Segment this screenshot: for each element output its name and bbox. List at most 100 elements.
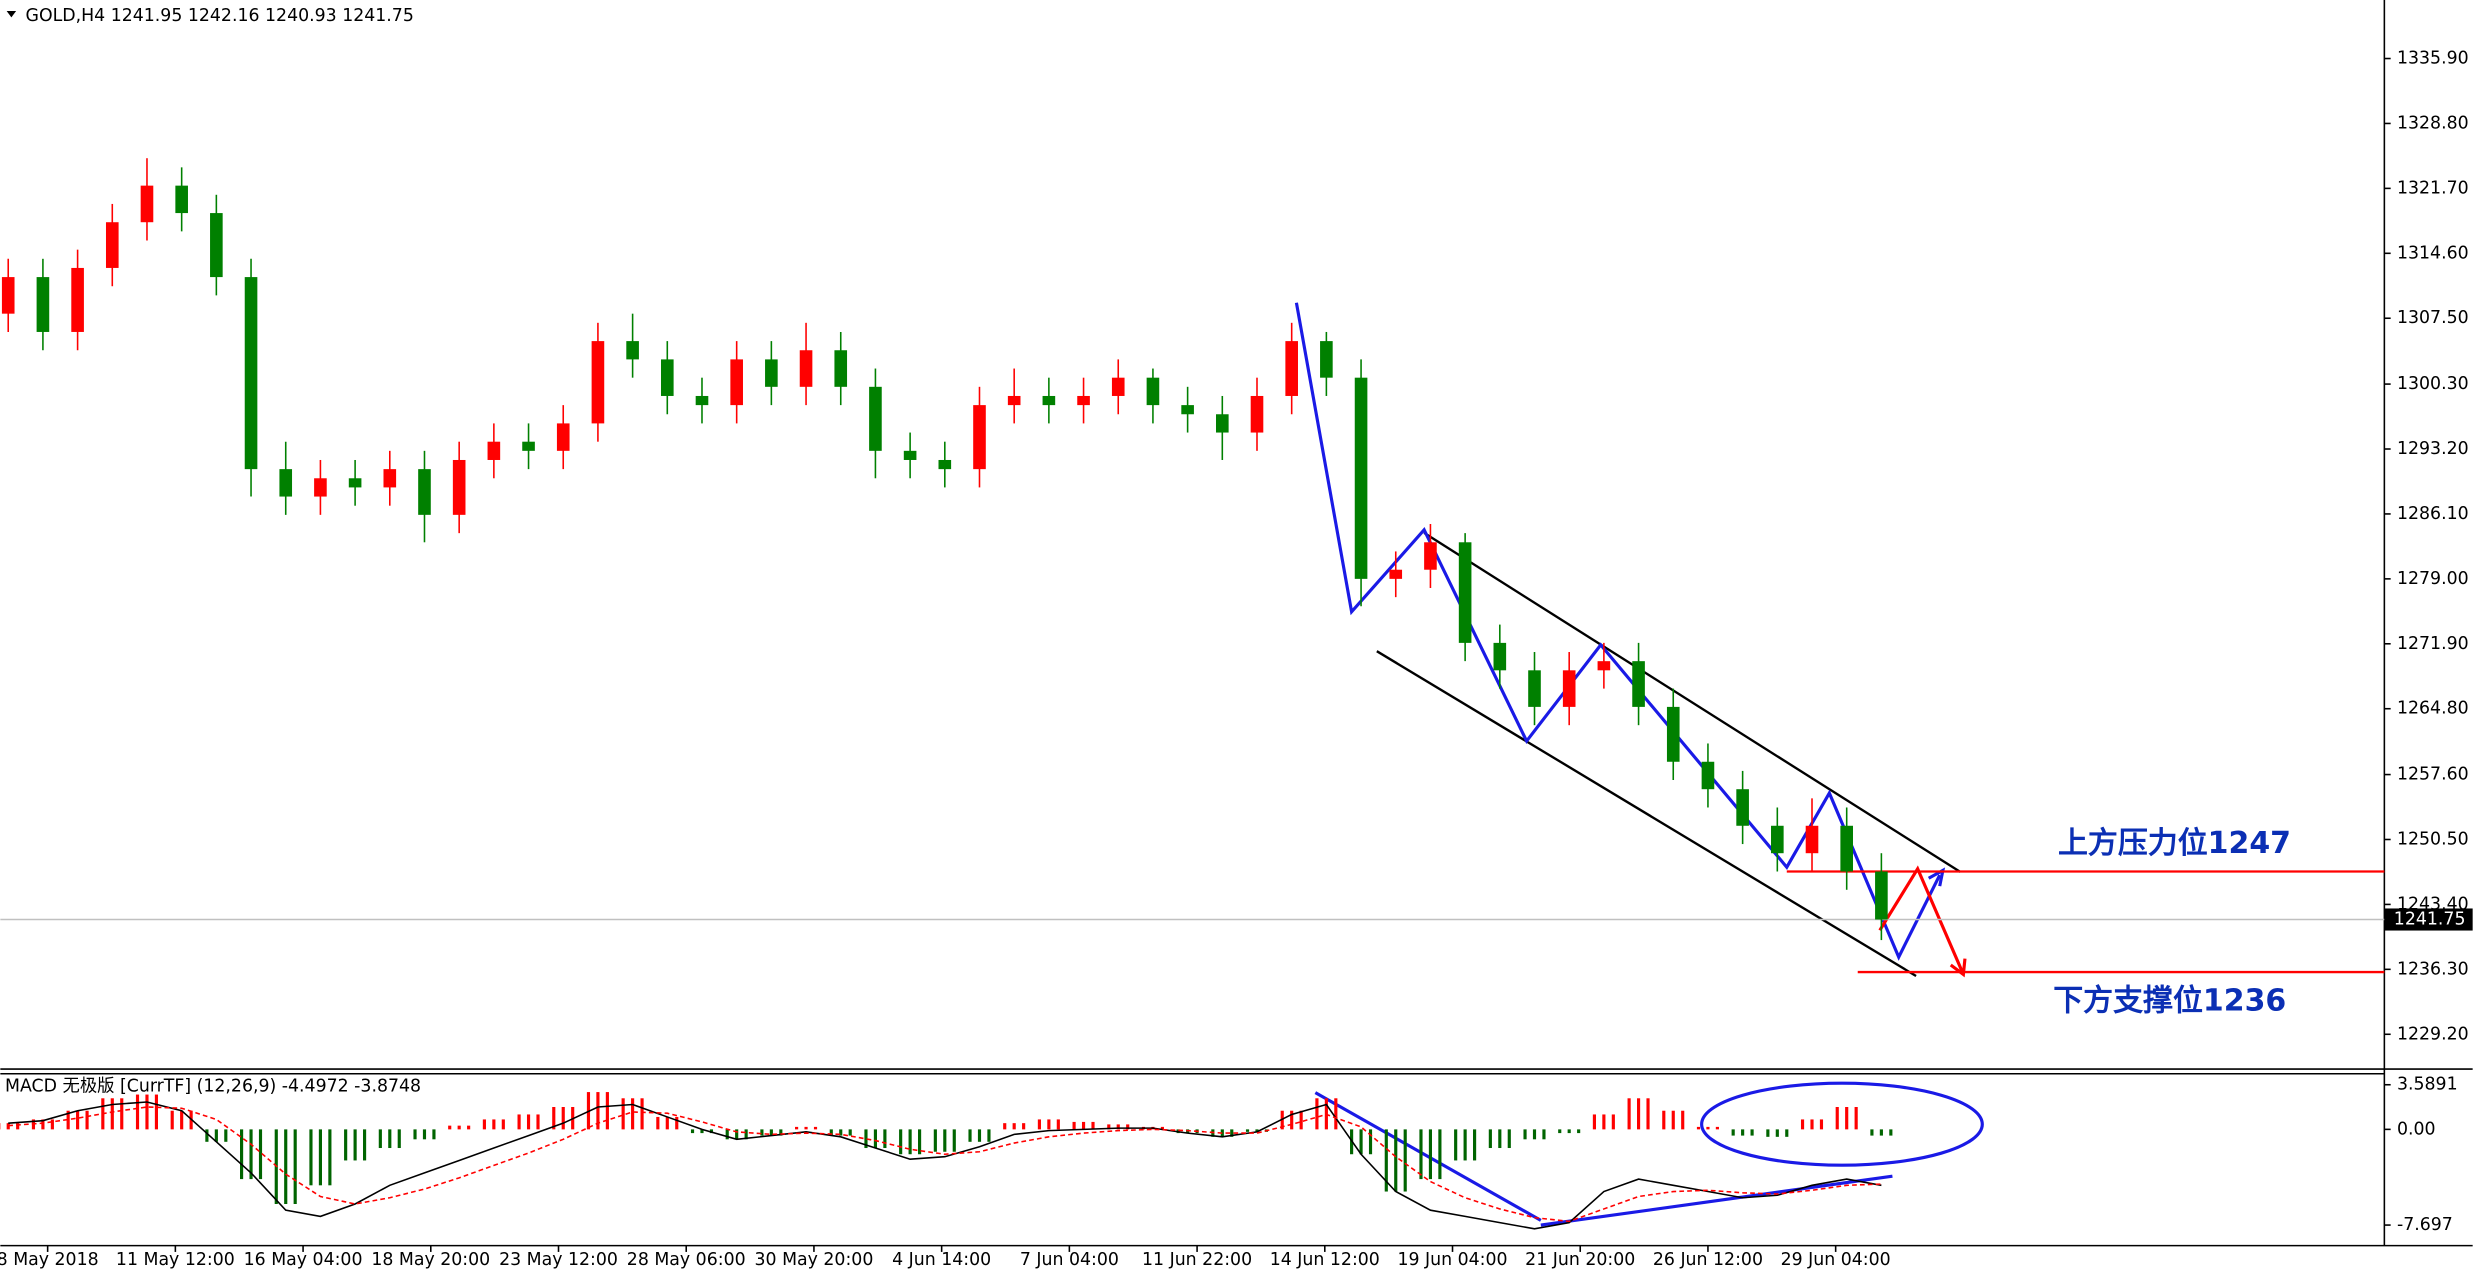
macd-trend bbox=[1540, 1174, 1893, 1227]
candle-body bbox=[1875, 871, 1888, 920]
candle-body bbox=[1, 277, 15, 314]
macd-title: MACD 无极版 [CurrTF] (12,26,9) -4.4972 -3.8… bbox=[5, 1076, 421, 1096]
candle-body bbox=[1320, 341, 1333, 378]
candle-body bbox=[1528, 670, 1541, 707]
x-tick-label: 11 Jun 22:00 bbox=[1142, 1250, 1252, 1270]
y-tick-label: 1279.00 bbox=[2397, 569, 2469, 589]
x-tick-label: 14 Jun 12:00 bbox=[1270, 1250, 1380, 1270]
candle-body bbox=[1181, 405, 1194, 415]
candle-body bbox=[1146, 377, 1160, 406]
x-tick-label: 19 Jun 04:00 bbox=[1397, 1250, 1507, 1270]
candle-body bbox=[487, 441, 501, 460]
x-tick-label: 7 Jun 04:00 bbox=[1020, 1250, 1119, 1270]
candle-body bbox=[1666, 706, 1680, 762]
candle-body bbox=[1840, 825, 1854, 872]
x-tick-label: 8 May 2018 bbox=[0, 1250, 99, 1270]
x-tick-label: 23 May 12:00 bbox=[499, 1250, 618, 1270]
macd-highlight bbox=[1700, 1081, 1984, 1167]
candle-body bbox=[1701, 761, 1715, 790]
y-tick-label: 1293.20 bbox=[2397, 439, 2469, 459]
candle-body bbox=[869, 386, 882, 451]
candle-body bbox=[348, 478, 362, 488]
level-label: 上方压力位1247 bbox=[2058, 826, 2291, 861]
candle-body bbox=[938, 459, 952, 470]
candle-body bbox=[1736, 789, 1749, 826]
x-tick-label: 4 Jun 14:00 bbox=[892, 1250, 991, 1270]
candle-body bbox=[210, 213, 223, 278]
macd-trend bbox=[1314, 1091, 1542, 1222]
menu-arrow bbox=[6, 11, 17, 18]
candle-body bbox=[452, 459, 466, 515]
candle-body bbox=[730, 359, 743, 406]
macd-line bbox=[8, 1101, 1882, 1230]
candle-body bbox=[175, 185, 188, 214]
y-tick-label: 1271.90 bbox=[2397, 634, 2469, 654]
y-tick-label: 1321.70 bbox=[2397, 178, 2469, 198]
y-tick-label: 1300.30 bbox=[2397, 374, 2469, 394]
candle-body bbox=[140, 185, 154, 223]
candle-body bbox=[1424, 542, 1437, 570]
candle-body bbox=[418, 469, 431, 515]
candle-body bbox=[1562, 670, 1576, 707]
y-tick-label: 1257.60 bbox=[2397, 765, 2469, 785]
channel-lower bbox=[1376, 650, 1917, 978]
candle-body bbox=[244, 277, 258, 470]
arrow-head bbox=[1949, 958, 1967, 978]
candle-body bbox=[1250, 395, 1264, 433]
last-price-box bbox=[2384, 908, 2473, 931]
candle-body bbox=[660, 359, 674, 396]
x-tick-label: 30 May 20:00 bbox=[755, 1250, 874, 1270]
y-tick-label: 1328.80 bbox=[2397, 113, 2469, 133]
candle-body bbox=[556, 423, 570, 451]
candle-body bbox=[626, 341, 639, 360]
candle-body bbox=[522, 441, 535, 451]
y-tick-label: 1264.80 bbox=[2397, 699, 2469, 719]
candle-body bbox=[765, 359, 778, 387]
drawings bbox=[1294, 302, 1984, 1227]
y-tick-label: 1307.50 bbox=[2397, 308, 2469, 328]
x-tick-label: 29 Jun 04:00 bbox=[1781, 1250, 1891, 1270]
candle-body bbox=[695, 395, 709, 406]
candle-body bbox=[1354, 377, 1368, 579]
y-tick-label: 1314.60 bbox=[2397, 243, 2469, 263]
candle-body bbox=[1285, 341, 1298, 396]
y-tick-label: 3.5891 bbox=[2397, 1075, 2458, 1095]
candle-body bbox=[973, 405, 986, 470]
x-tick-label: 26 Jun 12:00 bbox=[1653, 1250, 1763, 1270]
candle-body bbox=[591, 341, 605, 424]
candle-body bbox=[1805, 825, 1819, 854]
candle-body bbox=[1389, 569, 1403, 579]
red-path bbox=[1878, 865, 1965, 976]
y-tick-label: 1229.20 bbox=[2397, 1024, 2469, 1044]
last-price-label: 1241.75 bbox=[2394, 910, 2466, 930]
y-tick-label: 1250.50 bbox=[2397, 829, 2469, 849]
candle-body bbox=[1007, 395, 1021, 406]
candle-body bbox=[1493, 642, 1507, 671]
candle-body bbox=[314, 478, 327, 497]
level-label: 下方支撑位1236 bbox=[2053, 984, 2286, 1019]
candle-body bbox=[1216, 414, 1229, 433]
x-tick-label: 11 May 12:00 bbox=[116, 1250, 235, 1270]
candle-body bbox=[105, 222, 119, 268]
y-tick-label: 1236.30 bbox=[2397, 959, 2469, 979]
candle-body bbox=[1771, 825, 1784, 854]
x-tick-label: 16 May 04:00 bbox=[244, 1250, 363, 1270]
x-tick-label: 21 Jun 20:00 bbox=[1525, 1250, 1635, 1270]
candle-body bbox=[71, 267, 84, 332]
candle-body bbox=[36, 277, 50, 332]
signal-line bbox=[8, 1106, 1882, 1223]
channel-upper bbox=[1423, 531, 1961, 873]
candle-body bbox=[834, 350, 848, 387]
chart-title: GOLD,H4 1241.95 1242.16 1240.93 1241.75 bbox=[26, 6, 414, 26]
candle-body bbox=[1458, 542, 1472, 643]
y-tick-label: 0.00 bbox=[2397, 1119, 2436, 1139]
x-tick-label: 18 May 20:00 bbox=[371, 1250, 490, 1270]
candle-body bbox=[383, 469, 397, 488]
candle-body bbox=[1111, 377, 1125, 396]
x-tick-label: 28 May 06:00 bbox=[627, 1250, 746, 1270]
candle-body bbox=[1597, 661, 1611, 671]
y-tick-label: -7.697 bbox=[2397, 1215, 2453, 1235]
